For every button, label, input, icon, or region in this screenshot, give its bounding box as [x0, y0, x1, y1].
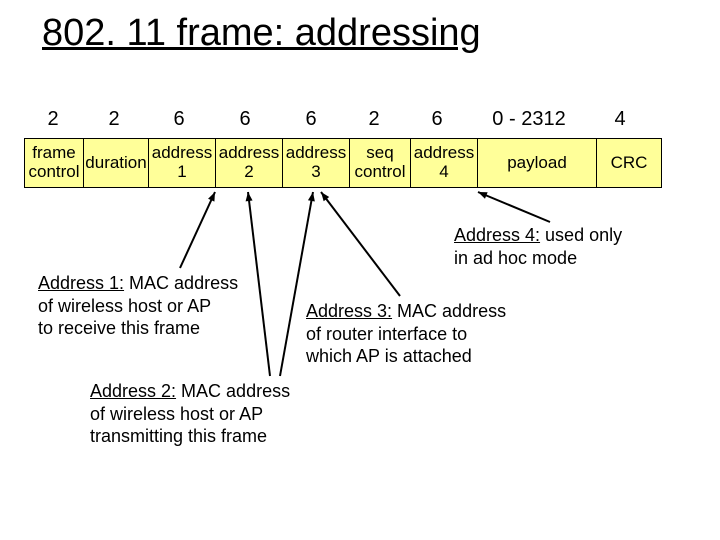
annotation-lead: Address 1: [38, 273, 124, 293]
frame-field-cell: seqcontrol [350, 139, 411, 188]
arrow-line [180, 192, 215, 268]
frame-field-label-line: 1 [177, 162, 186, 181]
arrow-head-icon [208, 192, 215, 202]
arrow-head-icon [321, 192, 329, 201]
frame-field-label-line: control [28, 162, 79, 181]
annotation-address-3: Address 3: MAC address of router interfa… [306, 300, 506, 368]
arrow-line [248, 192, 270, 376]
annotation-line: of wireless host or AP [90, 404, 263, 424]
frame-field-cell: address1 [149, 139, 216, 188]
frame-field-label-line: duration [85, 153, 146, 172]
annotation-lead: Address 3: [306, 301, 392, 321]
arrow-head-icon [246, 192, 253, 201]
frame-field-label-line: 3 [311, 162, 320, 181]
field-size-label: 2 [82, 108, 146, 131]
annotation-line: transmitting this frame [90, 426, 267, 446]
frame-field-cell: address4 [411, 139, 478, 188]
field-size-label: 6 [404, 108, 470, 131]
annotation-rest: MAC address [176, 381, 290, 401]
annotation-address-4: Address 4: used only in ad hoc mode [454, 224, 622, 269]
field-size-label: 6 [212, 108, 278, 131]
arrow-line [321, 192, 400, 296]
frame-field-label-line: CRC [611, 153, 648, 172]
frame-field-label-line: address [152, 143, 212, 162]
frame-field-label-line: address [414, 143, 474, 162]
slide-title-text: 802. 11 frame: addressing [42, 12, 481, 54]
frame-field-cell: framecontrol [25, 139, 84, 188]
frame-fields-table: framecontroldurationaddress1address2addr… [24, 138, 662, 188]
field-size-label: 6 [146, 108, 212, 131]
annotation-line: of router interface to [306, 324, 467, 344]
frame-field-cell: address2 [216, 139, 283, 188]
frame-field-label-line: address [219, 143, 279, 162]
frame-field-cell: duration [84, 139, 149, 188]
frame-field-label-line: 2 [244, 162, 253, 181]
field-size-label: 2 [344, 108, 404, 131]
annotation-rest: MAC address [392, 301, 506, 321]
field-size-label: 4 [588, 108, 652, 131]
arrow-line [478, 192, 550, 222]
frame-field-cell: address3 [283, 139, 350, 188]
annotation-address-1: Address 1: MAC address of wireless host … [38, 272, 238, 340]
annotation-line: in ad hoc mode [454, 248, 577, 268]
arrow-head-icon [308, 192, 315, 201]
arrows-layer [0, 0, 720, 540]
frame-field-cell: CRC [597, 139, 662, 188]
frame-fields-row: framecontroldurationaddress1address2addr… [25, 139, 662, 188]
arrow-head-icon [478, 192, 488, 199]
slide-title: 802. 11 frame: addressing [42, 12, 481, 55]
frame-field-label-line: frame [32, 143, 75, 162]
frame-field-label-line: seq [366, 143, 393, 162]
frame-field-label-line: control [354, 162, 405, 181]
field-size-label: 2 [24, 108, 82, 131]
annotation-line: to receive this frame [38, 318, 200, 338]
frame-field-cell: payload [478, 139, 597, 188]
annotation-line: of wireless host or AP [38, 296, 211, 316]
annotation-rest: used only [540, 225, 622, 245]
annotation-lead: Address 2: [90, 381, 176, 401]
frame-field-label-line: address [286, 143, 346, 162]
annotation-lead: Address 4: [454, 225, 540, 245]
annotation-line: which AP is attached [306, 346, 472, 366]
frame-field-label-line: payload [507, 153, 567, 172]
annotation-address-2: Address 2: MAC address of wireless host … [90, 380, 290, 448]
field-size-label: 6 [278, 108, 344, 131]
annotation-rest: MAC address [124, 273, 238, 293]
frame-field-label-line: 4 [439, 162, 448, 181]
field-size-label: 0 - 2312 [470, 108, 588, 131]
